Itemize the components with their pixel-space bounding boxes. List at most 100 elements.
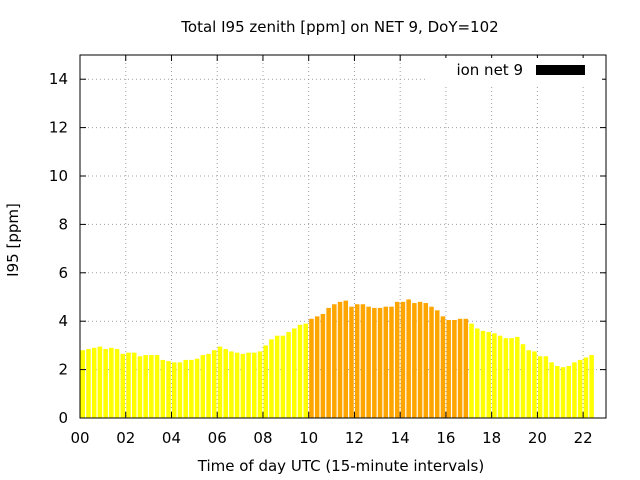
bar bbox=[526, 350, 531, 418]
bar bbox=[166, 361, 171, 418]
bar bbox=[240, 353, 246, 418]
bar bbox=[137, 356, 143, 418]
grid bbox=[80, 55, 606, 418]
bar bbox=[217, 346, 223, 418]
x-axis-label: Time of day UTC (15-minute intervals) bbox=[197, 457, 484, 475]
bar bbox=[252, 352, 257, 418]
bar bbox=[537, 356, 543, 418]
bar bbox=[423, 303, 429, 418]
bar bbox=[349, 306, 354, 418]
bar bbox=[372, 307, 377, 418]
bar bbox=[589, 355, 594, 418]
bar bbox=[183, 359, 188, 418]
y-axis-label: I95 [ppm] bbox=[4, 203, 22, 277]
y-tick-label: 14 bbox=[49, 70, 68, 88]
bar bbox=[126, 352, 131, 418]
bar bbox=[292, 328, 297, 418]
bar bbox=[417, 301, 423, 418]
bar bbox=[154, 355, 160, 418]
legend: ion net 9 bbox=[428, 58, 602, 84]
bar bbox=[549, 362, 554, 418]
bar bbox=[194, 358, 200, 418]
bar bbox=[383, 306, 389, 418]
x-tick-label: 12 bbox=[345, 429, 364, 447]
bar bbox=[475, 328, 480, 418]
bar bbox=[160, 359, 166, 418]
bar bbox=[400, 301, 406, 418]
bar bbox=[223, 349, 228, 418]
bar bbox=[463, 318, 469, 418]
bar bbox=[97, 346, 103, 418]
bar bbox=[280, 335, 286, 418]
plot-frame bbox=[79, 54, 607, 419]
bar bbox=[469, 323, 474, 418]
x-tick-label: 20 bbox=[528, 429, 547, 447]
axes bbox=[79, 54, 607, 419]
bar bbox=[297, 324, 303, 418]
bar bbox=[212, 350, 217, 418]
bar bbox=[143, 355, 148, 418]
bar bbox=[332, 304, 337, 418]
x-tick-label: 08 bbox=[253, 429, 272, 447]
x-tick-label: 14 bbox=[391, 429, 410, 447]
bar bbox=[394, 301, 400, 418]
bar bbox=[577, 359, 583, 418]
bar bbox=[389, 306, 394, 418]
bar bbox=[543, 356, 549, 418]
bar bbox=[503, 338, 509, 418]
chart-title: Total I95 zenith [ppm] on NET 9, DoY=102 bbox=[180, 18, 498, 36]
bar bbox=[377, 307, 383, 418]
bar bbox=[120, 353, 126, 418]
x-tick-label: 00 bbox=[70, 429, 89, 447]
bar bbox=[103, 349, 108, 418]
bar bbox=[555, 365, 560, 418]
y-tick-label: 4 bbox=[58, 312, 68, 330]
bar bbox=[309, 318, 314, 418]
bar bbox=[560, 367, 566, 418]
bar bbox=[360, 304, 366, 418]
bar bbox=[486, 332, 491, 418]
bar bbox=[86, 349, 91, 418]
legend-label: ion net 9 bbox=[456, 61, 523, 79]
x-tick-label: 06 bbox=[208, 429, 227, 447]
bar bbox=[520, 344, 526, 418]
y-tick-label: 8 bbox=[58, 215, 68, 233]
bar bbox=[246, 352, 251, 418]
bar bbox=[515, 336, 520, 418]
bar bbox=[366, 306, 371, 418]
bar bbox=[457, 318, 463, 418]
bar bbox=[314, 316, 320, 418]
bar bbox=[200, 355, 206, 418]
bar bbox=[303, 323, 308, 418]
x-tick-label: 22 bbox=[574, 429, 593, 447]
bar bbox=[131, 352, 137, 418]
x-tick-label: 02 bbox=[116, 429, 135, 447]
bar bbox=[177, 362, 183, 418]
bar bbox=[234, 352, 240, 418]
bar bbox=[446, 319, 451, 418]
bar bbox=[406, 299, 411, 418]
bar bbox=[114, 349, 120, 418]
bar bbox=[189, 359, 194, 418]
bar bbox=[269, 339, 274, 418]
bar bbox=[206, 353, 211, 418]
bar bbox=[583, 357, 589, 418]
bar bbox=[149, 355, 154, 418]
y-tick-label: 10 bbox=[49, 167, 68, 185]
bar bbox=[412, 303, 417, 418]
y-tick-label: 2 bbox=[58, 361, 68, 379]
bar bbox=[286, 332, 291, 418]
bar bbox=[91, 347, 97, 418]
x-tick-label: 16 bbox=[436, 429, 455, 447]
bar bbox=[80, 350, 86, 418]
bar bbox=[532, 351, 537, 418]
bar bbox=[229, 351, 234, 418]
y-tick-label: 6 bbox=[58, 264, 68, 282]
bar bbox=[509, 338, 514, 418]
bar bbox=[337, 301, 343, 418]
x-tick-label: 10 bbox=[299, 429, 318, 447]
bar bbox=[440, 316, 446, 418]
bar bbox=[429, 306, 434, 418]
